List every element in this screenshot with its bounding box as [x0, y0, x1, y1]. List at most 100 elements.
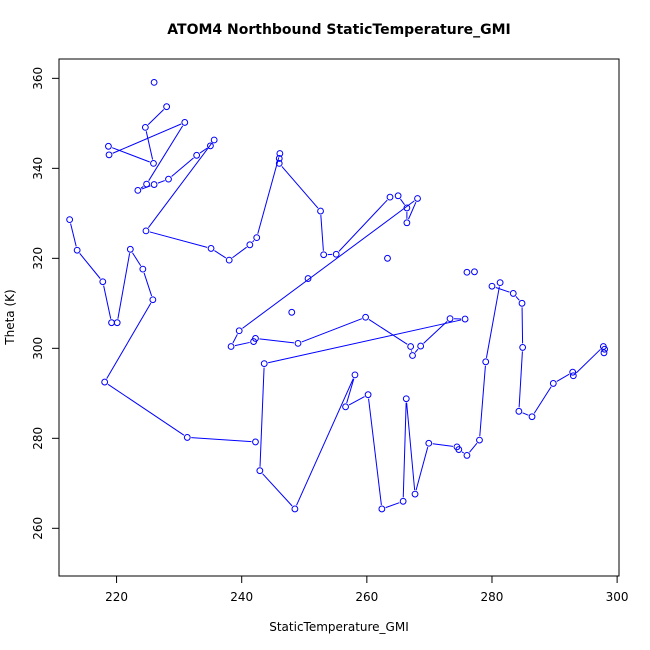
data-point	[403, 204, 411, 212]
data-point	[384, 254, 391, 262]
data-point	[141, 123, 149, 131]
series-segment	[479, 365, 486, 437]
data-point	[471, 268, 478, 276]
series-segment	[259, 338, 295, 344]
data-point	[601, 345, 609, 353]
data-point	[446, 315, 454, 323]
data-point	[407, 343, 415, 350]
data-point	[509, 290, 517, 297]
series-segment	[79, 253, 101, 279]
y-tick-label: 360	[31, 67, 45, 90]
series-segment	[432, 443, 454, 447]
data-point	[402, 395, 410, 403]
data-point	[105, 142, 112, 150]
data-point	[73, 246, 81, 254]
series-segment	[171, 157, 194, 177]
y-tick-label: 340	[31, 157, 45, 180]
data-point	[496, 279, 504, 287]
data-point	[253, 234, 261, 242]
data-point	[394, 192, 402, 200]
series-segment	[385, 502, 400, 509]
x-tick-label: 300	[606, 590, 629, 604]
series-segment	[320, 215, 324, 251]
data-point	[142, 227, 150, 235]
data-point	[235, 327, 243, 335]
series-segment	[112, 123, 182, 154]
y-axis-title: Theta (K)	[3, 289, 17, 345]
data-point	[463, 268, 471, 276]
data-point	[139, 265, 147, 273]
series-segment	[252, 240, 255, 243]
series-segment	[575, 348, 601, 374]
data-point	[99, 278, 107, 286]
data-point	[181, 119, 189, 126]
series-segment	[106, 302, 152, 379]
series-segment	[495, 287, 510, 293]
data-point	[66, 216, 74, 224]
data-point	[260, 360, 268, 368]
data-point	[317, 207, 324, 215]
data-point	[482, 358, 490, 366]
y-tick-label: 280	[31, 427, 45, 450]
series-segment	[301, 318, 363, 343]
series-segment	[149, 231, 208, 248]
series-segment	[259, 367, 265, 467]
data-point	[364, 391, 372, 399]
data-point	[528, 413, 536, 421]
data-point	[183, 434, 191, 441]
series-segment	[268, 319, 462, 364]
x-tick-label: 240	[230, 590, 253, 604]
data-point	[476, 436, 483, 444]
series-segment	[103, 285, 112, 319]
chart-title: ATOM4 Northbound StaticTemperature_GMI	[167, 22, 510, 38]
data-point	[332, 250, 340, 258]
data-point	[409, 352, 416, 359]
data-point	[193, 151, 201, 159]
x-tick-label: 280	[481, 590, 504, 604]
series-segment	[191, 437, 252, 443]
data-point	[246, 241, 254, 249]
data-point	[210, 136, 218, 144]
data-point	[403, 219, 411, 227]
y-tick-label: 300	[31, 337, 45, 360]
data-point	[149, 296, 157, 304]
series-segment	[408, 201, 417, 220]
series-segment	[296, 378, 354, 506]
data-point	[549, 380, 557, 387]
y-tick-label: 260	[31, 517, 45, 540]
data-point	[207, 142, 214, 150]
data-point	[275, 155, 283, 162]
series-segment	[556, 373, 570, 382]
data-point	[378, 505, 386, 513]
series-segment	[461, 451, 464, 454]
series-segment	[423, 320, 448, 344]
data-point	[519, 344, 527, 351]
data-point	[227, 343, 235, 350]
data-point	[207, 245, 215, 252]
series-segment	[117, 253, 131, 319]
data-point	[105, 151, 113, 159]
series-segment	[414, 348, 419, 353]
series-segment	[242, 200, 415, 329]
data-point	[351, 371, 359, 379]
series-segment	[522, 412, 529, 416]
data-point	[143, 180, 150, 188]
series-segment	[143, 272, 153, 297]
data-point	[225, 256, 233, 264]
series-segment	[132, 252, 142, 267]
data-point	[600, 349, 608, 357]
data-point	[108, 319, 115, 327]
series-segment	[469, 442, 478, 453]
data-point	[275, 159, 283, 167]
data-series	[66, 78, 609, 513]
data-point	[150, 181, 158, 188]
series-segment	[147, 109, 165, 125]
data-point	[304, 275, 312, 282]
data-point	[417, 342, 425, 350]
plot-frame	[58, 58, 620, 577]
data-point	[362, 313, 369, 321]
data-point	[569, 372, 577, 380]
series-segment	[157, 180, 165, 184]
data-point	[288, 308, 296, 316]
data-point	[150, 159, 157, 167]
